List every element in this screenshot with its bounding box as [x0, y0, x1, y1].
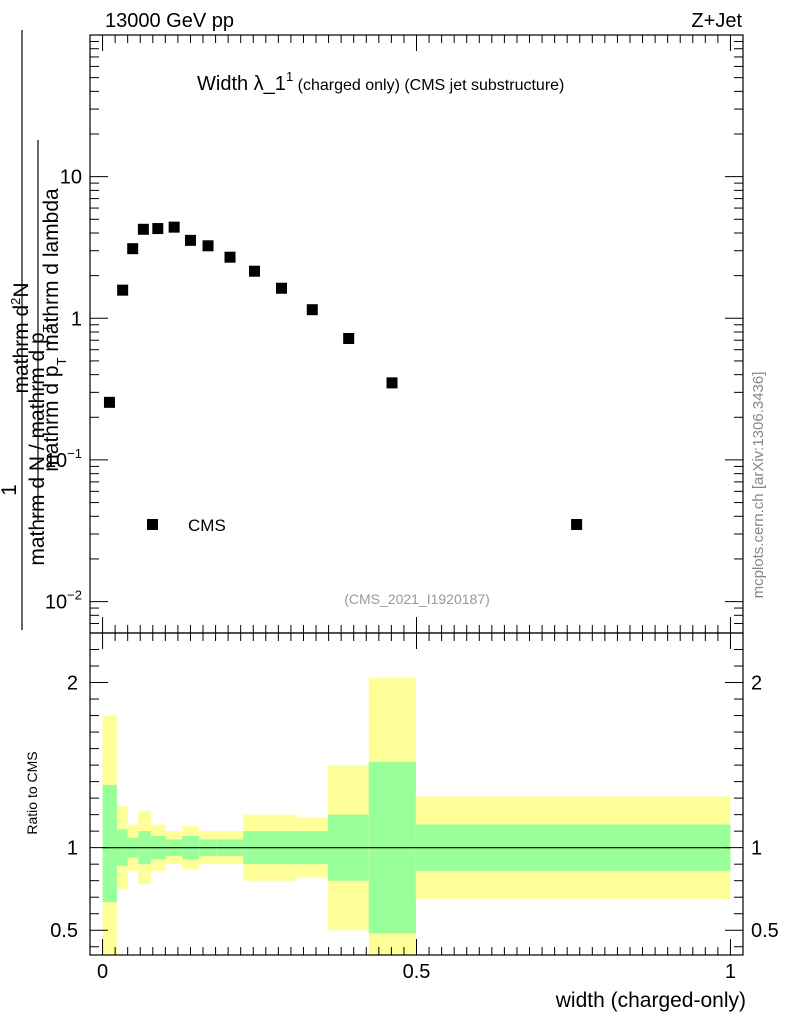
ratio-ytick-label-right-1: 1 [751, 838, 762, 860]
ratio-bands [102, 677, 731, 955]
ylabel-denominator: mathrm d pT mathrm d lambda [40, 188, 69, 472]
data-point-2 [127, 243, 139, 255]
data-point-4 [152, 223, 164, 235]
data-point-9 [249, 265, 261, 277]
analysis-id: (CMS_2021_I1920187) [344, 591, 490, 607]
main-y-ticks: 10 1 10−1 10−2 [45, 34, 743, 634]
data-point-13 [386, 377, 398, 389]
data-point-0 [103, 396, 115, 408]
ratio-x-ticks: 0 0.5 1 [97, 633, 736, 983]
ratio-ytick-label-left-0: 2 [67, 673, 78, 695]
data-point-6 [184, 234, 196, 246]
data-point-7 [202, 240, 214, 252]
data-point-8 [224, 251, 236, 263]
ratio-panel: 2 21 10.5 0.5 0 0.5 1 Ratio to CMS width (cha… [24, 632, 779, 1012]
x-tick-label-1: 0.5 [403, 961, 431, 983]
main-ytick-label-0: 10 [60, 167, 82, 189]
x-tick-label-2: 1 [725, 961, 736, 983]
plot-title: Width λ_11 (charged only) (CMS jet subst… [197, 69, 564, 95]
ratio-y-label: Ratio to CMS [24, 751, 40, 834]
legend-marker [147, 519, 158, 530]
main-ytick-label-2: 10−1 [45, 446, 82, 472]
data-point-14 [571, 519, 583, 531]
ylabel-outer-denominator: mathrm d N / mathrm d pT [26, 324, 55, 565]
ratio-ytick-label-left-1: 1 [67, 838, 78, 860]
main-markers [103, 221, 583, 531]
x-tick-label-0: 0 [97, 961, 108, 983]
data-point-5 [168, 221, 180, 233]
main-y-label-outer: 1 mathrm d N / mathrm d pT [0, 30, 55, 630]
legend-label: CMS [188, 516, 226, 535]
main-ytick-label-3: 10−2 [45, 588, 82, 614]
data-point-10 [276, 282, 288, 294]
ratio-y-ticks: 2 2 1 1 0.5 0.5 [50, 649, 779, 948]
ratio-ytick-label-right-0: 2 [751, 673, 762, 695]
x-axis-label: width (charged-only) [555, 989, 746, 1012]
plot-title-rest: (charged only) (CMS jet substructure) [293, 77, 564, 94]
process-label: Z+Jet [691, 10, 742, 32]
ylabel-outer-numerator: 1 [0, 484, 21, 496]
ratio-ytick-label-left-2: 0.5 [50, 920, 78, 942]
data-point-1 [117, 284, 129, 296]
data-point-12 [343, 332, 355, 344]
plot-title-sup: 1 [286, 69, 293, 84]
data-point-3 [137, 223, 149, 235]
main-frame [89, 34, 744, 634]
data-point-11 [306, 304, 318, 316]
energy-label: 13000 GeV pp [105, 10, 234, 32]
side-credit: mcplots.cern.ch [arXiv:1306.3436] [750, 372, 767, 599]
main-x-ticks [102, 35, 731, 633]
ratio-ytick-label-right-2: 0.5 [751, 920, 779, 942]
ratio-frame [89, 632, 744, 956]
plot-title-main: Width λ_1 [197, 73, 286, 95]
inner-band-0 [102, 784, 117, 903]
main-ytick-label-1: 1 [71, 308, 82, 330]
